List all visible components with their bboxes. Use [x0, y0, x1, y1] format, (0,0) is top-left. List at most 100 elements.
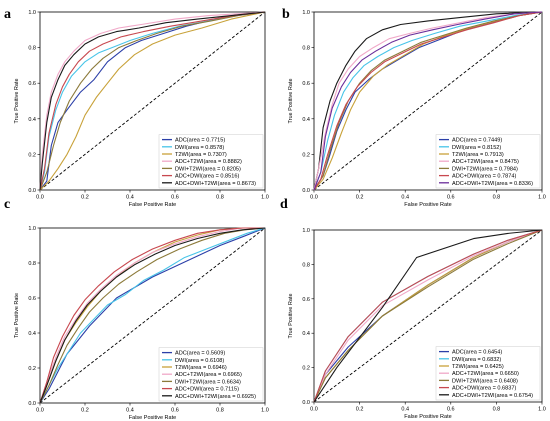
legend-entry: ADC+DWI(area = 0.6837)	[452, 386, 516, 392]
roc-curve-4	[39, 227, 265, 404]
roc-curve-7	[39, 11, 266, 191]
x-tick-label: 0.0	[310, 407, 318, 413]
y-tick-label: 0.4	[28, 331, 36, 337]
roc-panel-d: d 0.0 0.2 0.4 0.6 0.8 1.0 0.0 0.2 0.4 0.6 0.8 1.0 Fal…	[280, 197, 546, 420]
x-tick-label: 0.4	[401, 407, 409, 413]
y-tick-label: 0.0	[28, 188, 36, 194]
plot-frame	[39, 227, 266, 404]
x-tick-label: 0.6	[447, 407, 455, 413]
x-tick-label: 0.0	[310, 195, 318, 201]
y-axis-label: True Positive Rate	[14, 78, 20, 123]
y-tick-label: 0.4	[302, 117, 310, 123]
y-tick-label: 0.0	[302, 400, 310, 406]
x-axis-label: False Positive Rate	[404, 414, 451, 420]
legend-entry: ADC(area = 0.5609)	[175, 351, 225, 357]
plot-frame	[313, 11, 543, 191]
panel-letter-c: c	[4, 197, 10, 212]
y-tick-label: 0.0	[28, 401, 36, 407]
legend-entry: ADC+DWI+T2WI(area = 0.6925)	[175, 394, 256, 400]
roc-curve-1	[39, 227, 266, 404]
legend-entry: ADC+DWI+T2WI(area = 0.8336)	[452, 181, 533, 187]
x-tick-label: 0.4	[126, 408, 134, 414]
x-tick-label: 1.0	[261, 195, 269, 201]
roc-panel-b: b 0.0 0.2 0.4 0.6 0.8 1.0 0.0 0.2 0.4 0.6 0.8 1.0 Fal…	[282, 7, 546, 208]
y-tick-label: 0.2	[302, 366, 310, 372]
y-axis-label: True Positive Rate	[14, 293, 20, 338]
legend-entry: T2WI(area = 0.6946)	[175, 365, 227, 371]
legend-entry: DWI+T2WI(area = 0.7984)	[452, 166, 518, 172]
legend-entry: T2WI(area = 0.7307)	[175, 152, 227, 158]
legend-entry: ADC+T2WI(area = 0.8882)	[175, 159, 242, 165]
legend-entry: ADC(area = 0.6454)	[452, 350, 502, 356]
y-tick-label: 0.8	[28, 46, 36, 52]
x-tick-label: 0.2	[356, 195, 364, 201]
roc-curve-5	[313, 229, 543, 403]
legend-entry: ADC+DWI+T2WI(area = 0.8673)	[175, 181, 256, 187]
chance-line	[39, 11, 266, 191]
x-tick-label: 1.0	[538, 407, 546, 413]
x-tick-label: 1.0	[538, 195, 546, 201]
roc-curve-3	[313, 11, 543, 191]
legend-entry: DWI(area = 0.8152)	[452, 145, 501, 151]
legend-entry: ADC(area = 0.7715)	[175, 138, 225, 144]
x-axis-label: False Positive Rate	[129, 415, 176, 421]
legend-entry: ADC+T2WI(area = 0.6650)	[452, 371, 519, 377]
roc-curve-4	[313, 229, 543, 403]
x-tick-label: 0.8	[493, 195, 501, 201]
panel-letter-a: a	[4, 7, 11, 22]
legend-entry: ADC+DWI(area = 0.8516)	[175, 174, 239, 180]
legend-entry: T2WI(area = 0.6425)	[452, 364, 504, 370]
legend-box	[158, 347, 264, 402]
x-tick-label: 0.2	[81, 408, 89, 414]
y-axis-label: True Positive Rate	[288, 78, 294, 123]
legend-entry: ADC+DWI+T2WI(area = 0.6754)	[452, 393, 533, 399]
chance-line	[39, 227, 266, 404]
y-tick-label: 1.0	[28, 10, 36, 16]
roc-curve-5	[39, 227, 266, 404]
y-tick-label: 0.0	[302, 188, 310, 194]
legend-entry: ADC+T2WI(area = 0.6965)	[175, 372, 242, 378]
plot-frame	[313, 229, 543, 403]
roc-curve-unlabeled	[313, 11, 543, 191]
y-axis-label: True Positive Rate	[288, 293, 294, 338]
y-tick-label: 0.8	[302, 262, 310, 268]
roc-curve-5	[39, 11, 266, 191]
legend-entry: ADC(area = 0.7449)	[452, 138, 502, 144]
y-tick-label: 0.8	[28, 261, 36, 267]
roc-curve-7	[313, 11, 543, 191]
panel-letter-d: d	[280, 197, 288, 212]
x-axis-label: False Positive Rate	[129, 202, 176, 208]
roc-curve-6	[313, 229, 543, 403]
y-tick-label: 0.2	[28, 366, 36, 372]
legend-entry: DWI+T2WI(area = 0.8205)	[175, 166, 241, 172]
roc-panel-a: a 0.0 0.2 0.4 0.6 0.8 1.0 0.0 0.2 0.4 0.6 0.8 1.0 Fal…	[4, 7, 269, 208]
roc-curve-6	[39, 227, 265, 404]
x-tick-label: 0.6	[171, 408, 179, 414]
y-tick-label: 0.2	[302, 152, 310, 158]
x-tick-label: 0.8	[493, 407, 501, 413]
chance-line	[313, 229, 543, 403]
x-tick-label: 0.4	[401, 195, 409, 201]
legend-entry: DWI+T2WI(area = 0.6408)	[452, 378, 518, 384]
roc-curve-2	[39, 227, 266, 404]
x-axis-label: False Positive Rate	[404, 202, 451, 208]
x-tick-label: 0.2	[81, 195, 89, 201]
legend-entry: ADC+DWI(area = 0.7874)	[452, 174, 516, 180]
y-tick-label: 1.0	[302, 10, 310, 16]
x-tick-label: 0.8	[216, 195, 224, 201]
legend-box	[435, 346, 541, 401]
y-tick-label: 1.0	[302, 228, 310, 234]
x-tick-label: 1.0	[261, 408, 269, 414]
x-tick-label: 0.0	[36, 195, 44, 201]
roc-curve-7	[313, 229, 543, 403]
x-tick-label: 0.6	[171, 195, 179, 201]
x-tick-label: 0.4	[126, 195, 134, 201]
x-tick-label: 0.0	[36, 408, 44, 414]
legend-entry: DWI(area = 0.6832)	[452, 357, 501, 363]
legend-entry: T2WI(area = 0.7913)	[452, 152, 504, 158]
y-tick-label: 0.6	[302, 81, 310, 87]
roc-curve-7	[39, 227, 266, 404]
x-tick-label: 0.8	[216, 408, 224, 414]
roc-curve-2	[313, 11, 543, 191]
chance-line	[313, 11, 543, 191]
